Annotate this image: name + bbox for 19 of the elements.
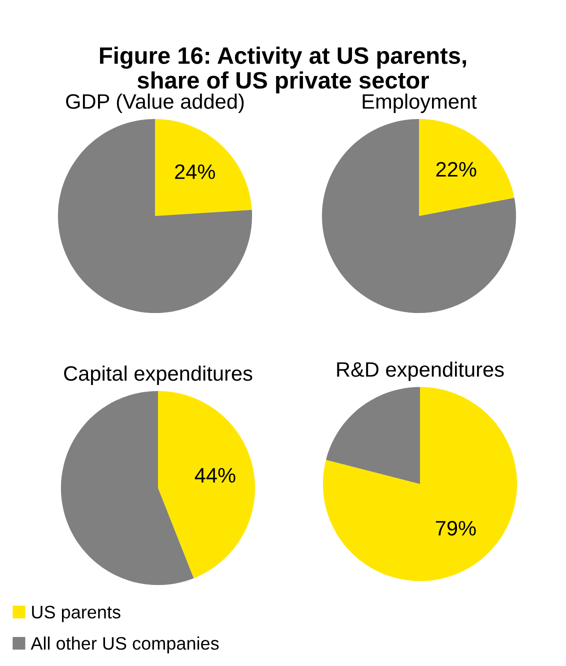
pie-slice [60, 390, 194, 586]
chart-title: Employment [362, 94, 477, 113]
pie-slice [326, 386, 420, 484]
legend-label: All other US companies [30, 636, 219, 654]
text: Figure 16: Activity at US parents, share of US private sector [100, 46, 466, 94]
pie-slice [419, 118, 514, 216]
legend-label: US parents [32, 606, 120, 622]
data-label: 79% [436, 520, 476, 536]
pie-slice [155, 118, 252, 216]
data-label: 24% [175, 164, 215, 180]
pie-slice [158, 390, 256, 578]
chart-title: GDP (Value added) [66, 94, 244, 113]
pie-slice [322, 386, 518, 582]
chart-title: R&D expenditures [337, 362, 504, 381]
pie-slice [322, 118, 516, 314]
chart-title: Capital expenditures [64, 366, 252, 385]
data-label: 22% [436, 162, 476, 177]
data-label: 44% [194, 468, 236, 483]
pie-slice [58, 118, 252, 314]
